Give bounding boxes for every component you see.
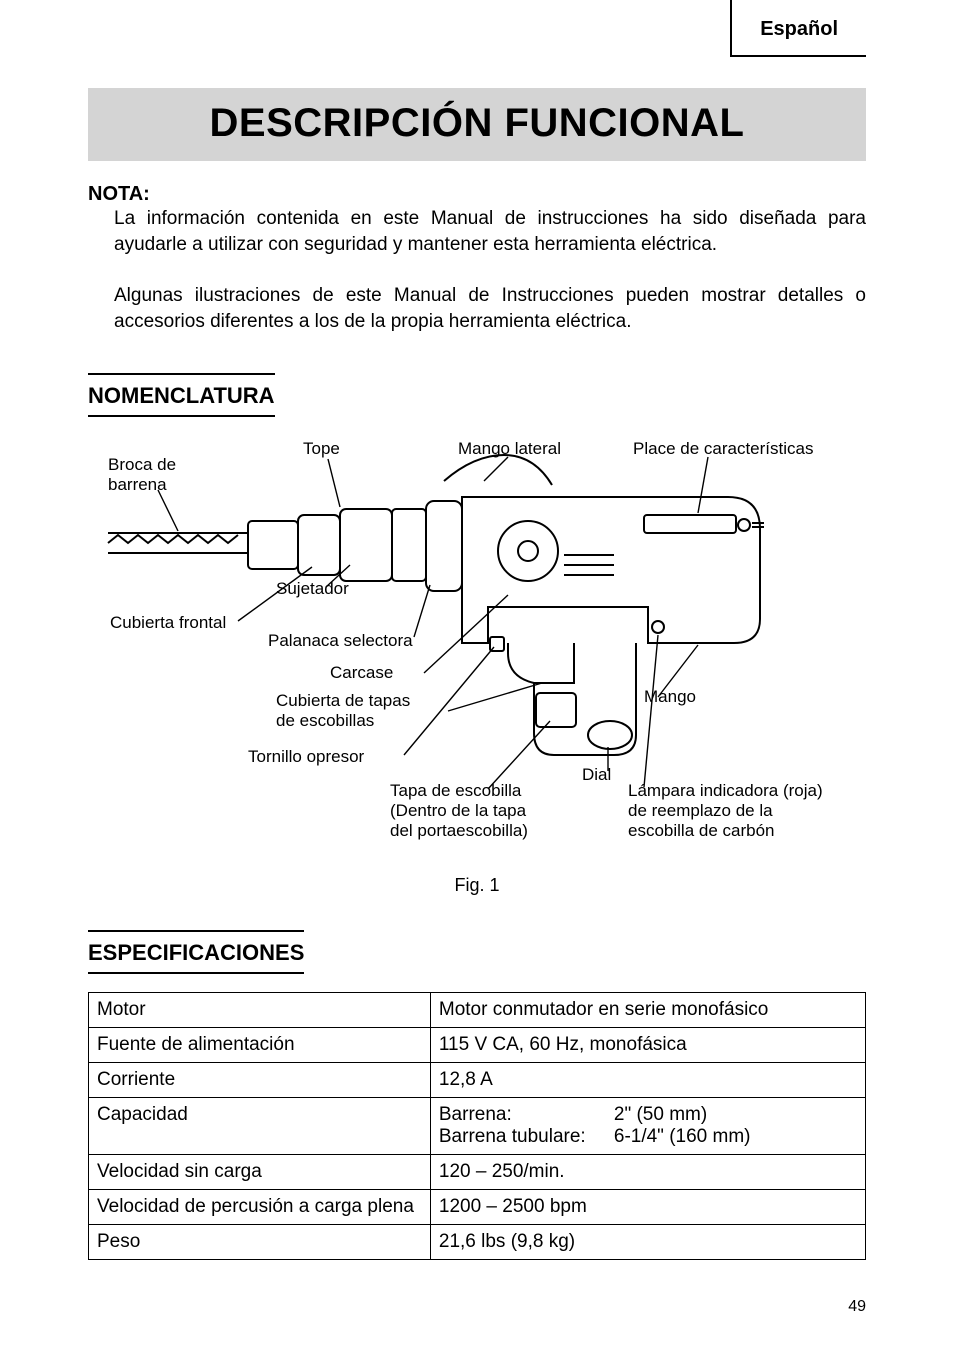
cap-c1a: Barrena: [439,1104,614,1126]
table-row: Corriente 12,8 A [89,1062,866,1097]
nota-paragraph-2: Algunas ilustraciones de este Manual de … [114,283,866,334]
label-sujetador: Sujetador [276,579,349,599]
spec-key: Fuente de alimentación [89,1027,431,1062]
table-row: Capacidad Barrena: 2" (50 mm) Barrena tu… [89,1097,866,1154]
spec-key: Velocidad de percusión a carga plena [89,1189,431,1224]
label-lampara: Lámpara indicadora (roja) de reemplazo d… [628,781,823,842]
spec-key: Peso [89,1224,431,1259]
label-tope: Tope [303,439,340,459]
page-root: Español DESCRIPCIÓN FUNCIONAL NOTA: La i… [0,0,954,1352]
label-cubierta-frontal: Cubierta frontal [110,613,226,633]
page-title: DESCRIPCIÓN FUNCIONAL [89,101,865,146]
spec-value: 120 – 250/min. [430,1154,865,1189]
cap-c1b: 2" (50 mm) [614,1104,707,1126]
spec-value: 21,6 lbs (9,8 kg) [430,1224,865,1259]
label-mango: Mango [644,687,696,707]
label-palanca: Palanaca selectora [268,631,413,651]
label-cubierta-tapas: Cubierta de tapas de escobillas [276,691,410,732]
spec-key: Motor [89,992,431,1027]
spec-value: 1200 – 2500 bpm [430,1189,865,1224]
label-broca: Broca de barrena [108,455,176,496]
table-row: Velocidad de percusión a carga plena 120… [89,1189,866,1224]
page-number: 49 [848,1298,866,1316]
spec-key: Velocidad sin carga [89,1154,431,1189]
section-heading-nomenclatura: NOMENCLATURA [88,373,275,417]
spec-key: Corriente [89,1062,431,1097]
nota-paragraph-1: La información contenida en este Manual … [114,206,866,257]
table-row: Fuente de alimentación 115 V CA, 60 Hz, … [89,1027,866,1062]
cap-c2b: 6-1/4" (160 mm) [614,1126,751,1148]
label-dial: Dial [582,765,611,785]
nota-block: NOTA: La información contenida en este M… [88,183,866,335]
title-bar: DESCRIPCIÓN FUNCIONAL [88,88,866,161]
diagram-area: Broca de barrena Tope Mango lateral Plac… [88,435,868,865]
label-tapa-escobilla: Tapa de escobilla (Dentro de la tapa del… [390,781,528,842]
language-box: Español [730,0,866,57]
label-place: Place de características [633,439,813,459]
spec-value: 115 V CA, 60 Hz, monofásica [430,1027,865,1062]
figure-caption: Fig. 1 [88,875,866,896]
spec-value-capacity: Barrena: 2" (50 mm) Barrena tubulare: 6-… [430,1097,865,1154]
cap-c2a: Barrena tubulare: [439,1126,614,1148]
section-heading-especificaciones: ESPECIFICACIONES [88,930,304,974]
table-row: Velocidad sin carga 120 – 250/min. [89,1154,866,1189]
label-mango-lateral: Mango lateral [458,439,561,459]
label-carcase: Carcase [330,663,393,683]
spec-value: 12,8 A [430,1062,865,1097]
spec-tbody: Motor Motor conmutador en serie monofási… [89,992,866,1259]
table-row: Peso 21,6 lbs (9,8 kg) [89,1224,866,1259]
table-row: Motor Motor conmutador en serie monofási… [89,992,866,1027]
language-label: Español [760,18,838,40]
spec-value: Motor conmutador en serie monofásico [430,992,865,1027]
specifications-table: Motor Motor conmutador en serie monofási… [88,992,866,1260]
nota-label: NOTA: [88,183,866,206]
label-tornillo: Tornillo opresor [248,747,364,767]
spec-key: Capacidad [89,1097,431,1154]
